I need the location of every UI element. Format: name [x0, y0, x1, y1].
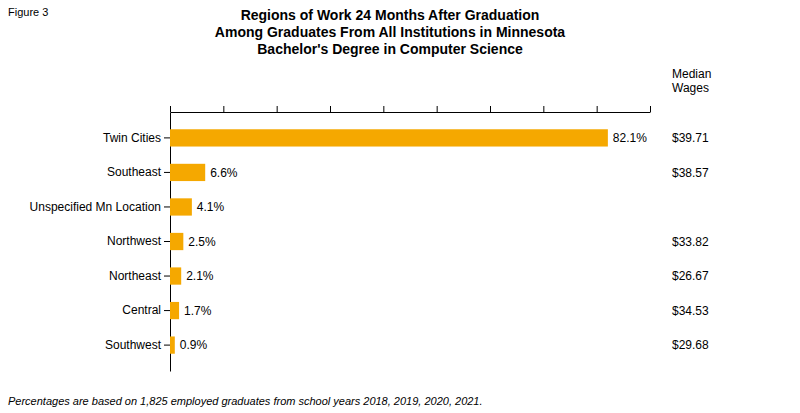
category-label: Central — [122, 303, 161, 317]
data-label: 0.9% — [180, 338, 208, 352]
x-tick — [490, 106, 491, 112]
y-tick-mark — [164, 172, 170, 173]
y-tick-mark — [164, 206, 170, 207]
x-tick-mark — [277, 106, 278, 112]
x-tick-mark — [650, 106, 651, 112]
y-tick-mark — [164, 137, 170, 138]
wages-header: MedianWages — [672, 67, 711, 95]
x-tick — [330, 106, 331, 112]
wage-label: $29.68 — [672, 338, 709, 352]
x-tick-mark — [330, 106, 331, 112]
y-tick: Southeast — [107, 165, 170, 179]
bars — [170, 129, 608, 353]
x-tick — [170, 106, 171, 112]
x-tick-mark — [490, 106, 491, 112]
x-tick — [223, 106, 224, 112]
y-tick-mark — [164, 345, 170, 346]
x-tick — [543, 106, 544, 112]
data-label: 6.6% — [210, 166, 238, 180]
category-label: Unspecified Mn Location — [30, 200, 161, 214]
x-axis — [171, 106, 651, 113]
bar — [170, 336, 175, 353]
bar — [170, 164, 205, 181]
footnote: Percentages are based on 1,825 employed … — [8, 395, 483, 407]
x-tick-mark — [170, 106, 171, 112]
y-tick: Southwest — [105, 338, 170, 352]
y-tick: Northeast — [109, 269, 170, 283]
wage-label: $33.82 — [672, 235, 709, 249]
y-axis: Twin Cities Southeast Unspecified Mn Locat… — [30, 113, 171, 372]
y-tick: Twin Cities — [103, 131, 170, 145]
title: Regions of Work 24 Months After Graduati… — [241, 7, 540, 23]
y-tick-mark — [164, 276, 170, 277]
title: Among Graduates From All Institutions in… — [215, 24, 565, 40]
x-tick-mark — [597, 106, 598, 112]
bar — [170, 198, 192, 215]
category-label: Southeast — [107, 165, 162, 179]
x-tick — [597, 106, 598, 112]
y-tick: Unspecified Mn Location — [30, 200, 170, 214]
wage-label: $38.57 — [672, 166, 709, 180]
x-tick-mark — [437, 106, 438, 112]
x-tick-mark — [383, 106, 384, 112]
data-label: 82.1% — [613, 131, 647, 145]
bar — [170, 233, 183, 250]
x-tick-mark — [543, 106, 544, 112]
wages: $39.71 $38.57 $33.82 $26.67 $34.53 $29.68 — [672, 131, 709, 352]
wage-label: $39.71 — [672, 131, 709, 145]
y-tick-mark — [164, 241, 170, 242]
bar — [170, 302, 179, 319]
x-tick — [277, 106, 278, 112]
x-tick — [383, 106, 384, 112]
y-tick: Central — [122, 303, 170, 317]
y-tick-mark — [164, 310, 170, 311]
category-label: Northeast — [109, 269, 162, 283]
wage-label: $26.67 — [672, 269, 709, 283]
data-label: 2.1% — [186, 269, 214, 283]
x-tick — [437, 106, 438, 112]
wage-label: $34.53 — [672, 304, 709, 318]
bar — [170, 129, 608, 146]
bar — [170, 267, 181, 284]
figure-label: Figure 3 — [8, 6, 48, 18]
y-tick: Northwest — [107, 234, 170, 248]
data-label: 2.5% — [188, 235, 216, 249]
plot: Twin Cities Southeast Unspecified Mn Locat… — [30, 67, 712, 372]
data-label: 4.1% — [197, 200, 225, 214]
chart: Regions of Work 24 Months After Graduati… — [0, 0, 800, 413]
category-label: Twin Cities — [103, 131, 161, 145]
x-tick — [650, 106, 651, 112]
data-label: 1.7% — [184, 304, 212, 318]
category-label: Southwest — [105, 338, 162, 352]
title: Bachelor's Degree in Computer Science — [257, 41, 523, 57]
category-label: Northwest — [107, 234, 162, 248]
x-axis-line — [171, 112, 651, 113]
data-labels: 82.1% 6.6% 4.1% 2.5% 2.1% 1.7% 0.9% — [180, 131, 647, 352]
x-tick-mark — [223, 106, 224, 112]
